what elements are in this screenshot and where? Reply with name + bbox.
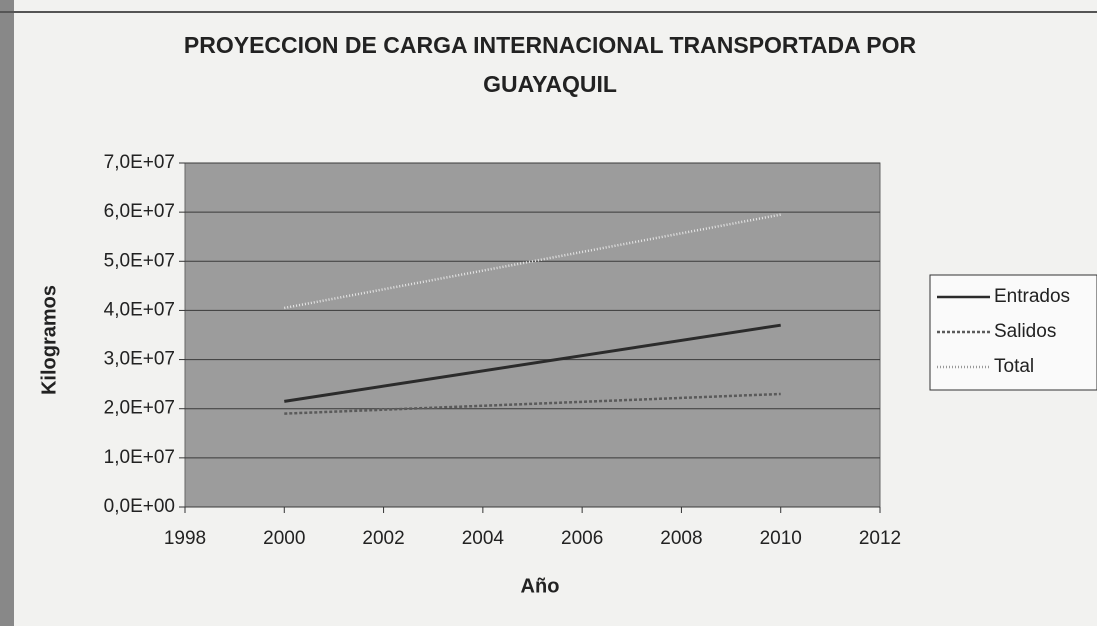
- x-tick-label: 1998: [164, 528, 206, 549]
- x-tick-label: 2008: [660, 528, 702, 549]
- y-tick-label: 4,0E+07: [104, 299, 175, 320]
- chart-title: GUAYAQUIL: [483, 71, 617, 97]
- series-line: [284, 213, 781, 310]
- legend-label: Entrados: [994, 286, 1070, 307]
- x-axis-label: Año: [521, 575, 560, 597]
- x-tick-label: 2006: [561, 528, 603, 549]
- plot-area: [184, 162, 881, 508]
- x-tick-label: 2010: [760, 528, 802, 549]
- y-tick-label: 1,0E+07: [104, 447, 175, 468]
- chart-title: PROYECCION DE CARGA INTERNACIONAL TRANSP…: [184, 32, 917, 58]
- legend-label: Salidos: [994, 321, 1056, 342]
- y-tick-label: 3,0E+07: [104, 349, 175, 370]
- y-tick-label: 5,0E+07: [104, 250, 175, 271]
- y-tick-label: 0,0E+00: [104, 496, 175, 517]
- x-tick-label: 2002: [362, 528, 404, 549]
- x-tick-label: 2000: [263, 528, 305, 549]
- scan-edge: [0, 0, 14, 626]
- x-tick-label: 2004: [462, 528, 505, 549]
- y-tick-label: 7,0E+07: [104, 152, 175, 173]
- y-tick-label: 2,0E+07: [104, 398, 175, 419]
- series-line: [284, 392, 781, 415]
- x-tick-label: 2012: [859, 528, 901, 549]
- y-axis-label: Kilogramos: [38, 285, 60, 395]
- series-line: [284, 323, 781, 403]
- legend-label: Total: [994, 356, 1034, 377]
- y-tick-label: 6,0E+07: [104, 201, 175, 222]
